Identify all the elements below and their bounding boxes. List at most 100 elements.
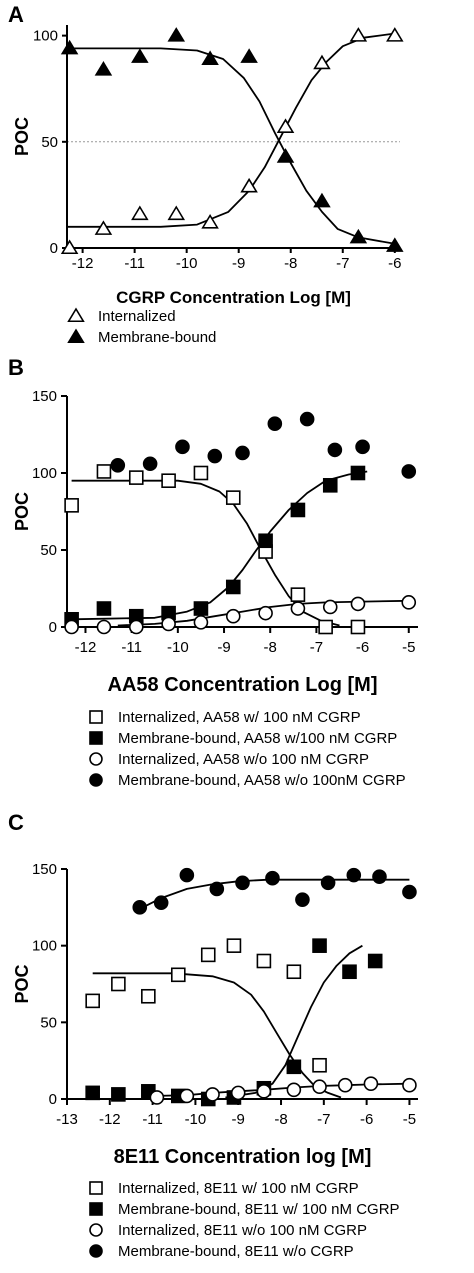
data-point — [209, 881, 225, 897]
data-point — [207, 448, 223, 464]
data-point — [286, 1082, 302, 1098]
data-point — [286, 964, 302, 980]
x-axis-label: 8E11 Concentration log [M] — [114, 1146, 372, 1168]
panel-letter: B — [8, 355, 24, 380]
series-2 — [64, 465, 366, 627]
series-1 — [64, 464, 366, 635]
legend-label: Internalized, 8E11 w/o 100 nM CGRP — [118, 1222, 367, 1239]
data-point — [350, 465, 366, 481]
x-tick-label: -7 — [317, 1111, 330, 1128]
panel-letter: C — [8, 810, 24, 835]
x-tick-label: -11 — [124, 255, 145, 272]
y-tick-label: 100 — [32, 938, 57, 955]
data-point — [290, 587, 306, 602]
data-point — [312, 938, 327, 953]
legend-label: Membrane-bound, AA58 w/o 100nM CGRP — [118, 772, 406, 789]
data-point — [128, 470, 144, 485]
x-tick-label: -10 — [176, 255, 198, 272]
data-point — [179, 867, 195, 883]
data-point — [256, 1084, 272, 1099]
y-tick-label: 0 — [50, 240, 58, 257]
legend-marker — [89, 1244, 103, 1258]
data-point — [276, 118, 295, 133]
data-point — [170, 967, 186, 983]
data-point — [132, 900, 148, 915]
data-point — [94, 220, 113, 235]
data-point — [258, 533, 273, 549]
data-point — [295, 892, 310, 907]
legend-marker — [67, 328, 85, 344]
data-point — [267, 416, 283, 432]
x-tick-label: -12 — [75, 639, 97, 656]
data-point — [342, 964, 357, 980]
data-point — [60, 39, 79, 55]
x-axis-label: CGRP Concentration Log [M] — [116, 288, 351, 307]
x-tick-label: -11 — [142, 1111, 163, 1128]
x-tick-label: -12 — [99, 1111, 121, 1128]
data-point — [110, 457, 126, 473]
data-point — [337, 1077, 353, 1093]
legend-label: Membrane-bound, AA58 w/100 nM CGRP — [118, 730, 397, 747]
data-point — [161, 473, 176, 489]
x-tick-label: -6 — [356, 639, 369, 656]
data-point — [350, 619, 366, 635]
y-tick-label: 100 — [33, 28, 58, 45]
data-point — [179, 1088, 195, 1104]
x-tick-label: -6 — [388, 255, 401, 272]
data-point — [226, 938, 242, 953]
x-axis-label: AA58 Concentration Log [M] — [108, 674, 378, 696]
chart-panel-c: C 0 50 100 150 -13 -12 -11 -10 -9 -8 -7 -6 -5 POC 8E11 … — [8, 810, 418, 1260]
legend-marker — [67, 307, 85, 323]
data-point — [85, 993, 100, 1009]
legend-marker — [89, 1223, 103, 1237]
y-axis-label: POC — [12, 117, 32, 156]
data-point — [240, 177, 258, 193]
data-point — [299, 411, 315, 427]
data-point — [96, 464, 112, 479]
data-point — [153, 895, 169, 911]
x-tick-label: -8 — [274, 1111, 287, 1128]
data-point — [167, 205, 186, 221]
x-tick-label: -12 — [72, 255, 94, 272]
x-tick-label: -13 — [56, 1111, 78, 1128]
data-point — [367, 953, 383, 969]
data-point — [313, 54, 331, 70]
legend-label: Internalized, 8E11 w/ 100 nM CGRP — [118, 1180, 359, 1197]
y-tick-label: 150 — [32, 861, 57, 878]
data-point — [322, 478, 338, 493]
data-point — [175, 439, 190, 455]
data-point — [201, 50, 219, 66]
series-1 — [60, 27, 404, 255]
data-point — [131, 205, 149, 221]
series-3 — [64, 595, 417, 635]
data-point — [290, 601, 306, 616]
chart-panel-a: A 0 50 100 -12 -11 -10 -9 -8 -7 -6 POC CGRP Concentr… — [8, 2, 404, 346]
x-tick-label: -5 — [403, 1111, 416, 1128]
x-tick-label: -11 — [121, 639, 142, 656]
data-point — [60, 239, 79, 255]
series-3 — [149, 1076, 417, 1105]
data-point — [200, 947, 216, 963]
y-tick-label: 50 — [41, 134, 58, 151]
data-point — [235, 875, 250, 891]
series-1 — [85, 938, 327, 1073]
data-point — [372, 869, 387, 884]
data-point — [230, 1085, 246, 1101]
series-4 — [110, 411, 417, 479]
fit-curve-3 — [156, 1082, 410, 1097]
data-point — [235, 445, 250, 461]
x-tick-label: -10 — [167, 639, 189, 656]
data-point — [386, 237, 404, 252]
y-tick-label: 0 — [49, 1091, 57, 1108]
data-point — [193, 615, 209, 630]
data-point — [265, 870, 280, 886]
data-point — [290, 502, 306, 518]
data-point — [349, 27, 368, 42]
data-point — [64, 619, 79, 635]
fit-curve-2 — [67, 47, 395, 245]
data-point — [225, 579, 241, 595]
data-point — [96, 619, 112, 635]
legend-marker — [89, 1181, 103, 1195]
data-point — [286, 1059, 302, 1075]
